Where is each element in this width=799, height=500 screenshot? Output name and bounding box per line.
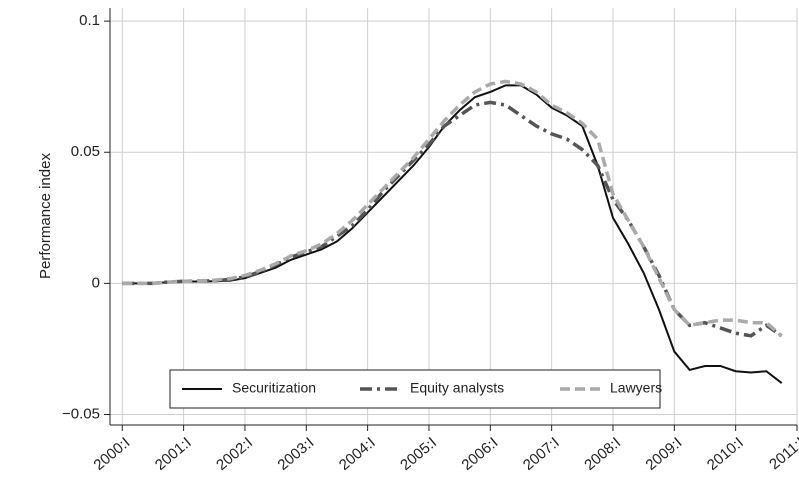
legend-label: Securitization bbox=[232, 380, 316, 396]
x-tick-label: 2001:I bbox=[152, 434, 195, 474]
x-tick-label: 2002:I bbox=[213, 434, 256, 474]
series-line bbox=[122, 84, 783, 384]
x-tick-label: 2005:I bbox=[397, 434, 440, 474]
x-tick-label: 2010:I bbox=[704, 434, 747, 474]
x-tick-label: 2000:I bbox=[91, 434, 134, 474]
y-tick-label: 0.1 bbox=[79, 12, 100, 29]
x-tick-label: 2008:I bbox=[581, 434, 624, 474]
y-axis-label: Performance index bbox=[37, 153, 54, 279]
legend-label: Lawyers bbox=[610, 380, 662, 396]
y-tick-label: −0.05 bbox=[62, 405, 100, 422]
x-tick-label: 2004:I bbox=[336, 434, 379, 474]
y-tick-label: 0.05 bbox=[71, 143, 100, 160]
series-line bbox=[122, 100, 783, 338]
y-tick-label: 0 bbox=[92, 274, 100, 291]
x-tick-label: 2009:I bbox=[643, 434, 686, 474]
x-tick-label: 2007:I bbox=[520, 434, 563, 474]
x-tick-label: 2011:I bbox=[766, 434, 799, 473]
legend-label: Equity analysts bbox=[410, 380, 504, 396]
x-tick-label: 2003:I bbox=[275, 434, 318, 474]
x-tick-label: 2006:I bbox=[459, 434, 502, 474]
series-line bbox=[122, 79, 783, 338]
